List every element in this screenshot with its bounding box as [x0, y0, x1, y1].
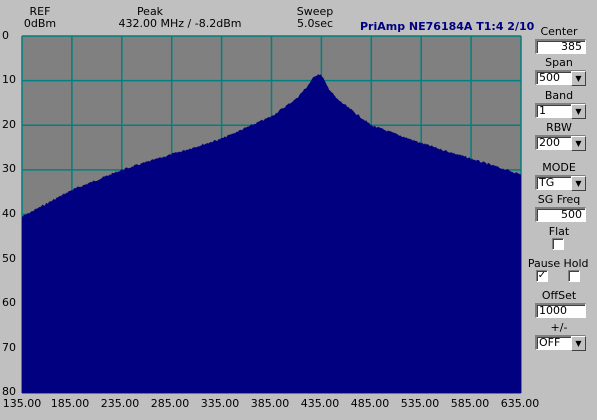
x-tick-535: 535.00: [400, 397, 440, 410]
rbw-label: RBW: [546, 121, 572, 134]
band-select[interactable]: 1 ▼: [535, 103, 586, 119]
offset-input[interactable]: 1000: [535, 303, 586, 318]
hold-label: Hold: [563, 257, 589, 270]
rbw-select[interactable]: 200 ▼: [535, 135, 586, 151]
x-tick-435: 435.00: [300, 397, 340, 410]
rbw-dropdown-icon[interactable]: ▼: [571, 136, 586, 151]
band-label: Band: [544, 89, 574, 102]
flat-checkbox[interactable]: [552, 238, 564, 250]
offset-label: OffSet: [541, 289, 577, 302]
rbw-value: 200: [539, 136, 560, 149]
y-tick-20: 20: [2, 118, 16, 131]
span-dropdown-icon[interactable]: ▼: [571, 71, 586, 86]
ref-value: 0dBm: [23, 17, 57, 30]
sg-freq-input[interactable]: 500: [535, 207, 586, 222]
plusminus-value: OFF: [539, 336, 561, 349]
span-value: 500: [539, 71, 560, 84]
y-tick-80: 80: [2, 385, 16, 398]
mode-label: MODE: [542, 161, 576, 174]
y-tick-10: 10: [2, 73, 16, 86]
peak-value: 432.00 MHz / -8.2dBm: [118, 17, 242, 30]
hold-checkbox[interactable]: [568, 270, 580, 282]
x-tick-135: 135.00: [2, 397, 42, 410]
y-tick-0: 0: [2, 29, 9, 42]
band-value: 1: [539, 104, 546, 117]
check-icon: ✓: [537, 270, 547, 281]
pause-checkbox[interactable]: ✓: [536, 270, 548, 282]
x-tick-385: 385.00: [250, 397, 290, 410]
ref-label: REF: [29, 5, 51, 18]
peak-label: Peak: [136, 5, 164, 18]
y-tick-60: 60: [2, 296, 16, 309]
span-label: Span: [545, 56, 573, 69]
spectrum-trace: [22, 74, 521, 393]
center-input[interactable]: 385: [535, 39, 586, 54]
mode-value: TG: [539, 176, 555, 189]
center-label: Center: [540, 25, 578, 38]
sweep-value: 5.0sec: [296, 17, 334, 30]
x-tick-185: 185.00: [50, 397, 90, 410]
pause-label: Pause: [527, 257, 561, 270]
mode-select[interactable]: TG ▼: [535, 175, 586, 191]
x-tick-635: 635.00: [500, 397, 540, 410]
y-tick-30: 30: [2, 162, 16, 175]
y-tick-70: 70: [2, 341, 16, 354]
x-tick-585: 585.00: [450, 397, 490, 410]
x-tick-285: 285.00: [150, 397, 190, 410]
plusminus-dropdown-icon[interactable]: ▼: [571, 336, 586, 351]
plusminus-label: +/-: [550, 321, 568, 334]
sg-freq-label: SG Freq: [537, 193, 581, 206]
plusminus-select[interactable]: OFF ▼: [535, 335, 586, 351]
sweep-label: Sweep: [296, 5, 334, 18]
span-select[interactable]: 500 ▼: [535, 70, 586, 86]
x-tick-485: 485.00: [350, 397, 390, 410]
trace-title: PriAmp NE76184A T1:4 2/10: [360, 20, 535, 33]
y-tick-40: 40: [2, 207, 16, 220]
x-tick-235: 235.00: [100, 397, 140, 410]
flat-label: Flat: [548, 225, 570, 238]
y-tick-50: 50: [2, 252, 16, 265]
band-dropdown-icon[interactable]: ▼: [571, 104, 586, 119]
mode-dropdown-icon[interactable]: ▼: [571, 176, 586, 191]
x-tick-335: 335.00: [200, 397, 240, 410]
